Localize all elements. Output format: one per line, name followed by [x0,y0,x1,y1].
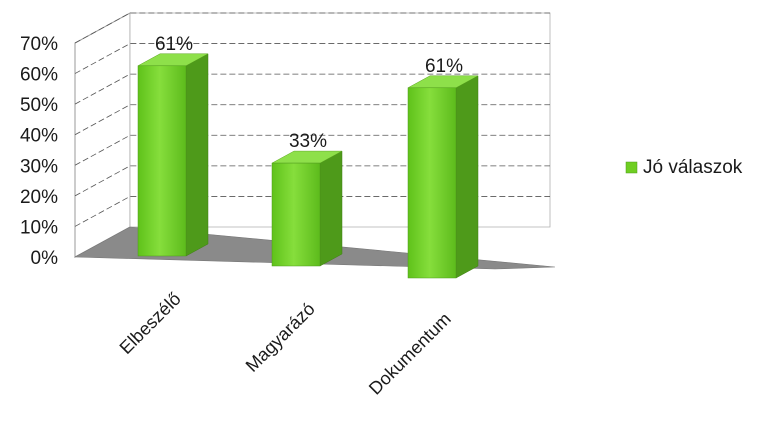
y-tick-label: 60% [20,65,58,86]
bar-side [185,53,209,257]
data-label: 61% [425,56,463,77]
bar-front [407,87,457,279]
y-tick-label: 50% [20,95,58,116]
y-tick-label: 20% [20,187,58,208]
y-tick-label: 70% [20,34,58,55]
legend-swatch [625,161,638,174]
bar [407,75,479,279]
category-label: Elbeszélő [115,289,184,358]
gridline [74,12,550,44]
bar-front [271,162,321,267]
data-label: 33% [289,131,327,152]
y-axis-ticks: 0% 10% 20% 30% 40% 50% 60% 70% [20,34,58,269]
bar-side [319,150,343,267]
bar [137,53,209,257]
category-labels: Elbeszélő Magyarázó Dokumentum [115,289,454,399]
y-tick-label: 30% [20,156,58,177]
category-label: Dokumentum [365,309,455,399]
legend: Jó válaszok [625,157,743,178]
gridline [74,73,550,105]
data-label: 61% [155,34,193,55]
legend-label: Jó válaszok [643,157,743,178]
bars [137,53,479,279]
category-label: Magyarázó [242,299,319,376]
side-wall [74,12,131,258]
y-tick-label: 40% [20,126,58,147]
data-labels: 61% 33% 61% [155,34,463,152]
bar-side [455,75,479,279]
bar [271,150,343,267]
bar-front [137,65,187,257]
y-tick-label: 0% [31,248,59,269]
y-tick-label: 10% [20,217,58,238]
gridline [74,43,550,74]
